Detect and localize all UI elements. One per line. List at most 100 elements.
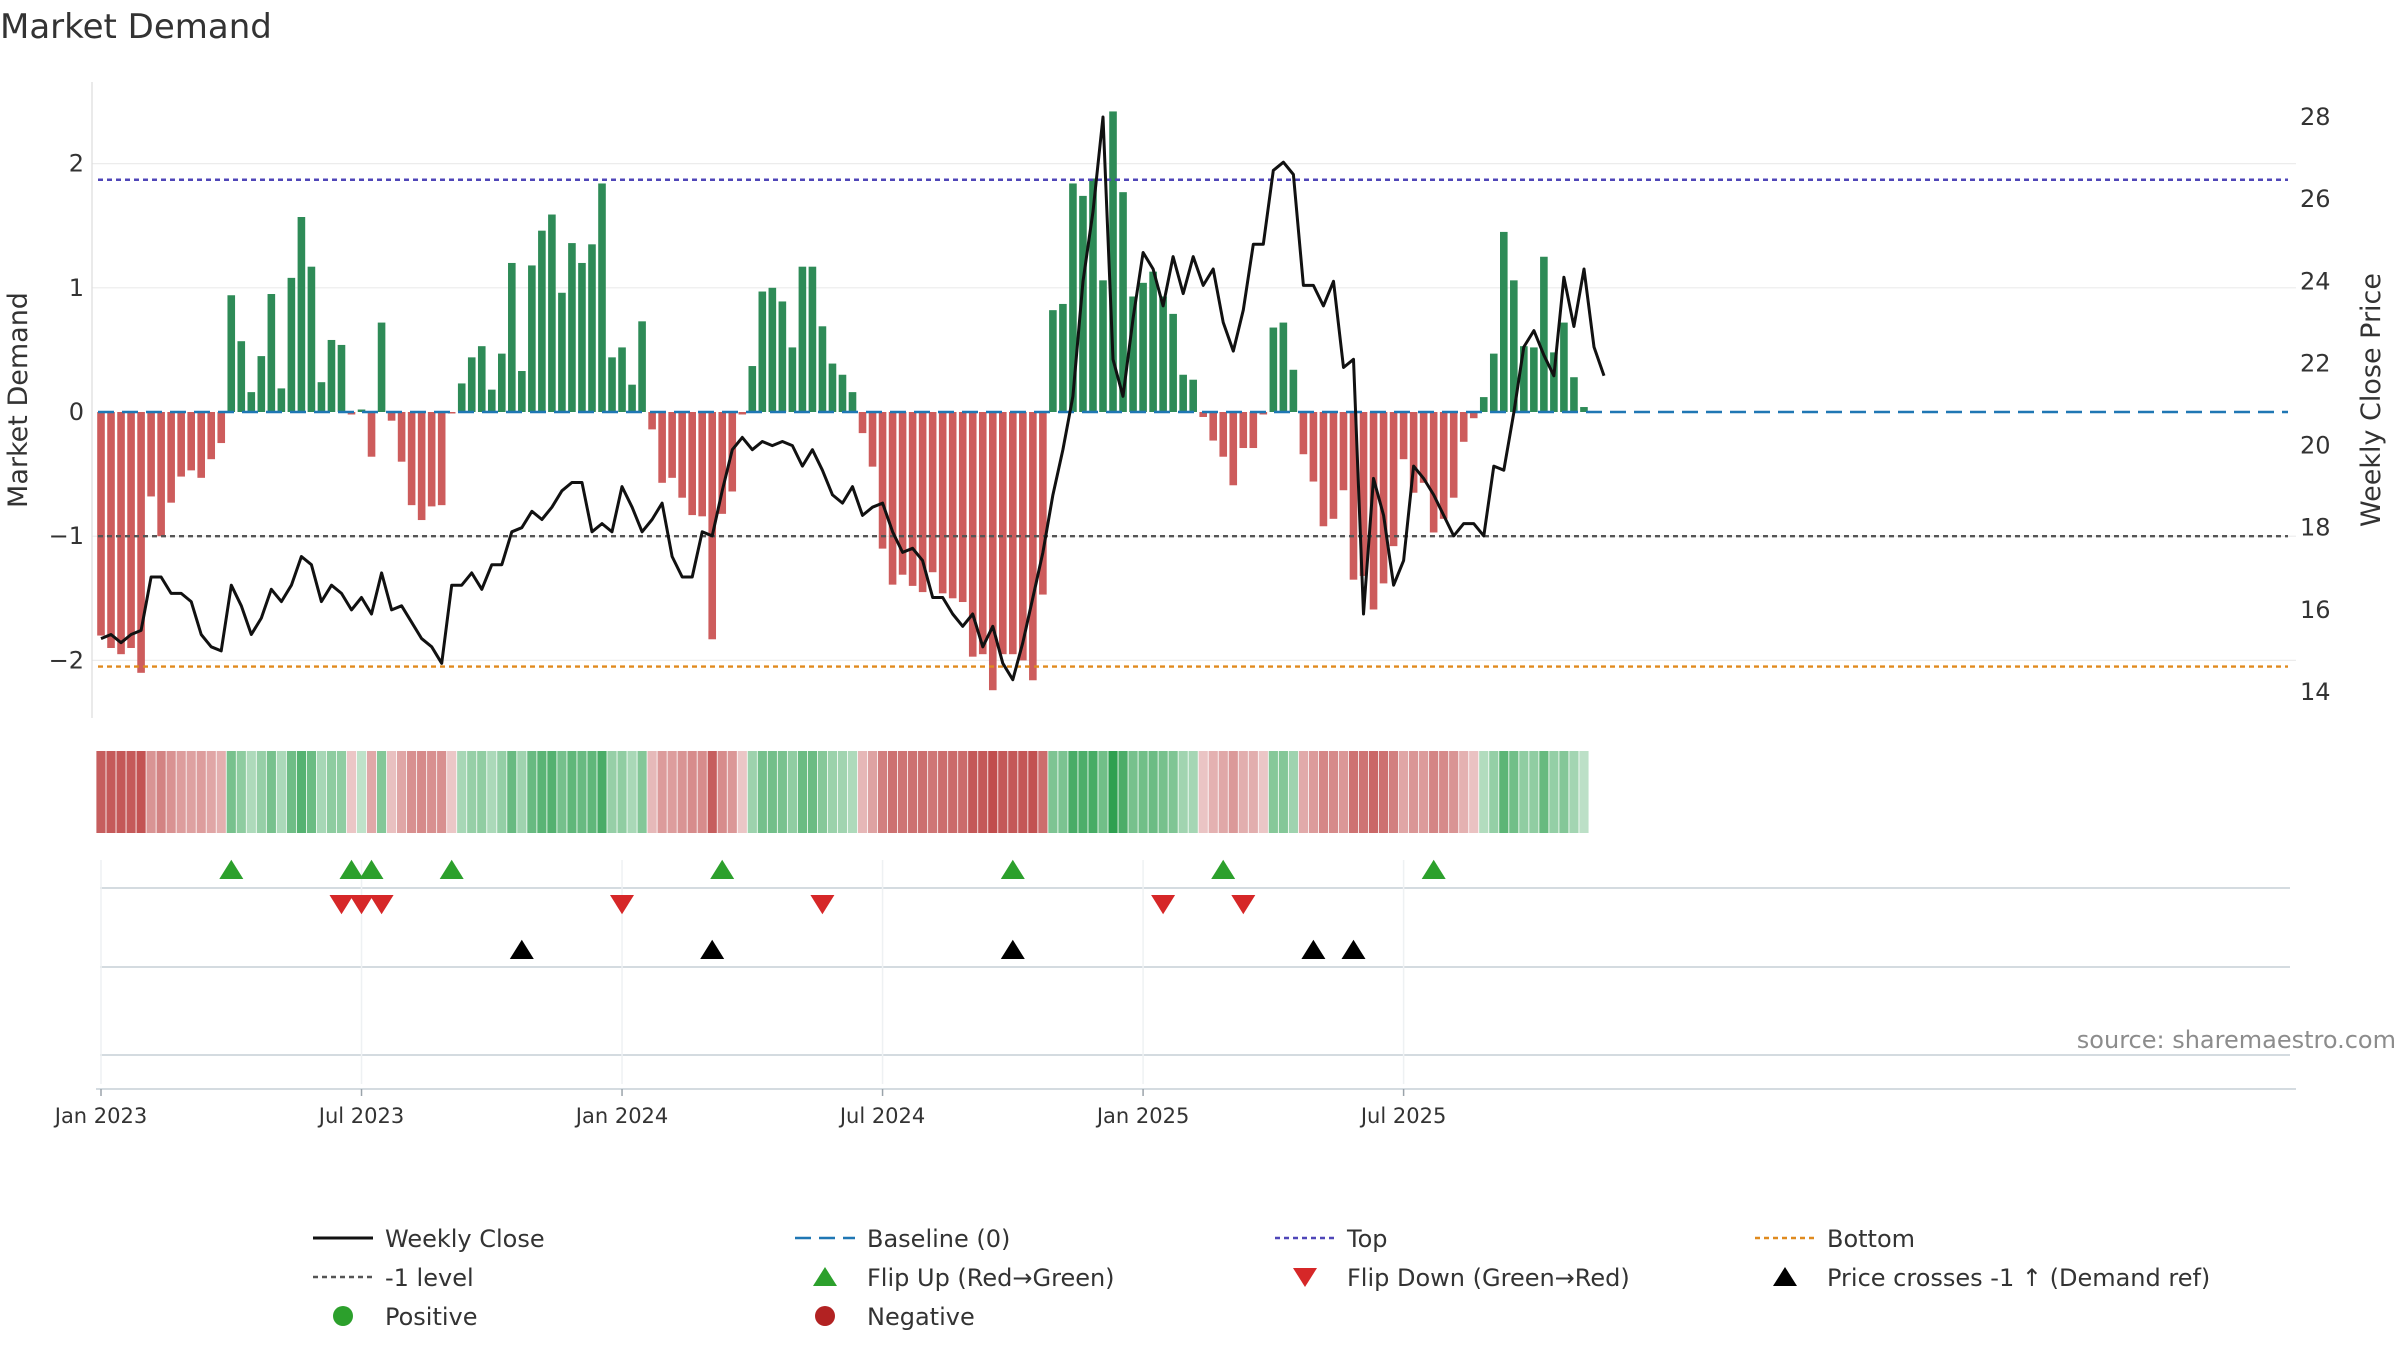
heat-strip-cell <box>1218 751 1228 833</box>
heat-strip-cell <box>1449 751 1459 833</box>
heat-strip-cell <box>847 751 858 833</box>
demand-bar-negative <box>898 412 907 575</box>
heat-strip-cell <box>226 751 236 833</box>
heat-strip-cell <box>346 751 357 833</box>
heat-strip-cell <box>256 751 266 833</box>
demand-bar-positive <box>337 344 346 412</box>
demand-bar-negative <box>1239 412 1248 449</box>
left-tick-label: 2 <box>69 150 84 178</box>
heat-strip-cell <box>1399 751 1409 833</box>
demand-bar-positive <box>1189 379 1197 412</box>
heat-strip-cell <box>1459 751 1469 833</box>
demand-bar-positive <box>1179 374 1187 412</box>
demand-bar-negative <box>908 412 917 586</box>
heat-strip-cell <box>196 751 206 833</box>
heat-strip-cell <box>1208 751 1218 833</box>
demand-bar-positive <box>1139 282 1147 412</box>
heat-strip-cell <box>306 751 317 833</box>
left-tick-label: 1 <box>69 274 84 302</box>
demand-bar-negative <box>127 412 135 648</box>
flip-down-marker <box>369 895 394 915</box>
legend: Weekly Close Baseline (0) Top Bottom -1 leve… <box>313 1225 2210 1331</box>
demand-bar-positive <box>1520 346 1528 412</box>
demand-bar-negative <box>1469 412 1478 419</box>
demand-bar-negative <box>167 412 175 503</box>
demand-bar-positive <box>1129 296 1137 412</box>
flip-up-marker <box>219 859 244 879</box>
demand-bar-negative <box>948 412 957 599</box>
demand-bar-negative <box>387 412 396 421</box>
legend-flipdown-label: Flip Down (Green→Red) <box>1347 1264 1630 1292</box>
demand-bar-positive <box>1049 310 1057 412</box>
left-tick-label: 0 <box>69 398 84 426</box>
legend-positive-label: Positive <box>385 1303 478 1331</box>
date-tick-label: Jul 2023 <box>317 1104 404 1128</box>
heat-strip-cell <box>707 751 717 833</box>
demand-bar-negative <box>988 412 997 691</box>
demand-bar-positive <box>1109 111 1117 412</box>
demand-bar-positive <box>477 346 486 412</box>
heat-strip-cell <box>457 751 467 833</box>
demand-bar-positive <box>788 347 797 412</box>
legend-positive-swatch <box>333 1306 353 1326</box>
demand-bar-negative <box>858 412 867 434</box>
heat-strip-cell <box>236 751 246 833</box>
flip-up-marker <box>710 859 735 879</box>
heat-strip-cell <box>857 751 868 833</box>
legend-cross-swatch <box>1773 1267 1797 1286</box>
demand-bar-negative <box>1209 412 1218 441</box>
heat-strip-cell <box>266 751 276 833</box>
demand-bar-negative <box>668 412 676 478</box>
heat-strip-cell <box>1489 751 1499 833</box>
heat-strip-cell <box>206 751 216 833</box>
heat-strip-cell <box>246 751 256 833</box>
heat-strip-cell <box>827 751 838 833</box>
heat-strip-cell <box>757 751 767 833</box>
heat-strip-cell <box>1178 751 1188 833</box>
heat-strip-cell <box>477 751 487 833</box>
demand-bars <box>97 111 1588 691</box>
price-cross-marker <box>1301 939 1326 959</box>
right-axis-title: Weekly Close Price <box>2356 273 2387 527</box>
demand-bar-negative <box>738 412 747 415</box>
demand-bar-negative <box>918 412 927 593</box>
left-axis-title: Market Demand <box>3 292 34 508</box>
demand-bar-positive <box>638 321 646 412</box>
demand-bar-negative <box>97 412 105 636</box>
legend-flipdown-swatch <box>1293 1268 1317 1287</box>
demand-bar-negative <box>397 412 406 462</box>
heat-strip-cell <box>106 751 116 833</box>
demand-bar-negative <box>1369 412 1378 610</box>
date-tick-label: Jan 2023 <box>53 1104 148 1128</box>
demand-bar-positive <box>498 353 506 412</box>
heat-strip-cell <box>1238 751 1248 833</box>
demand-bar-positive <box>227 295 236 412</box>
demand-bar-negative <box>207 412 216 460</box>
heat-strip-cell <box>216 751 226 833</box>
demand-bar-positive <box>1550 352 1558 412</box>
heat-strip-cell <box>607 751 617 833</box>
demand-bar-negative <box>157 412 165 537</box>
heat-strip-cell <box>1088 751 1098 833</box>
heat-strip-cell <box>1288 751 1298 833</box>
heat-strip-cell <box>998 751 1008 833</box>
flip-down-marker <box>810 895 835 915</box>
demand-bar-negative <box>658 412 666 483</box>
demand-bar-negative <box>698 412 706 517</box>
heat-strip-cell <box>988 751 998 833</box>
demand-bar-positive <box>287 277 296 412</box>
demand-bar-negative <box>107 412 115 648</box>
demand-bar-negative <box>1199 412 1207 417</box>
heat-strip-cell <box>1469 751 1479 833</box>
heat-strip-cell <box>667 751 677 833</box>
demand-bar-negative <box>1039 412 1047 595</box>
heat-strip-cell <box>1429 751 1439 833</box>
heat-strip-cell <box>136 751 146 833</box>
demand-bar-negative <box>878 412 887 549</box>
heat-strip-cell <box>617 751 627 833</box>
heat-strip-cell <box>1138 751 1148 833</box>
demand-bar-negative <box>147 412 155 497</box>
demand-bar-positive <box>1289 369 1298 412</box>
heat-strip-cell <box>1419 751 1429 833</box>
heat-strip-cell <box>547 751 557 833</box>
